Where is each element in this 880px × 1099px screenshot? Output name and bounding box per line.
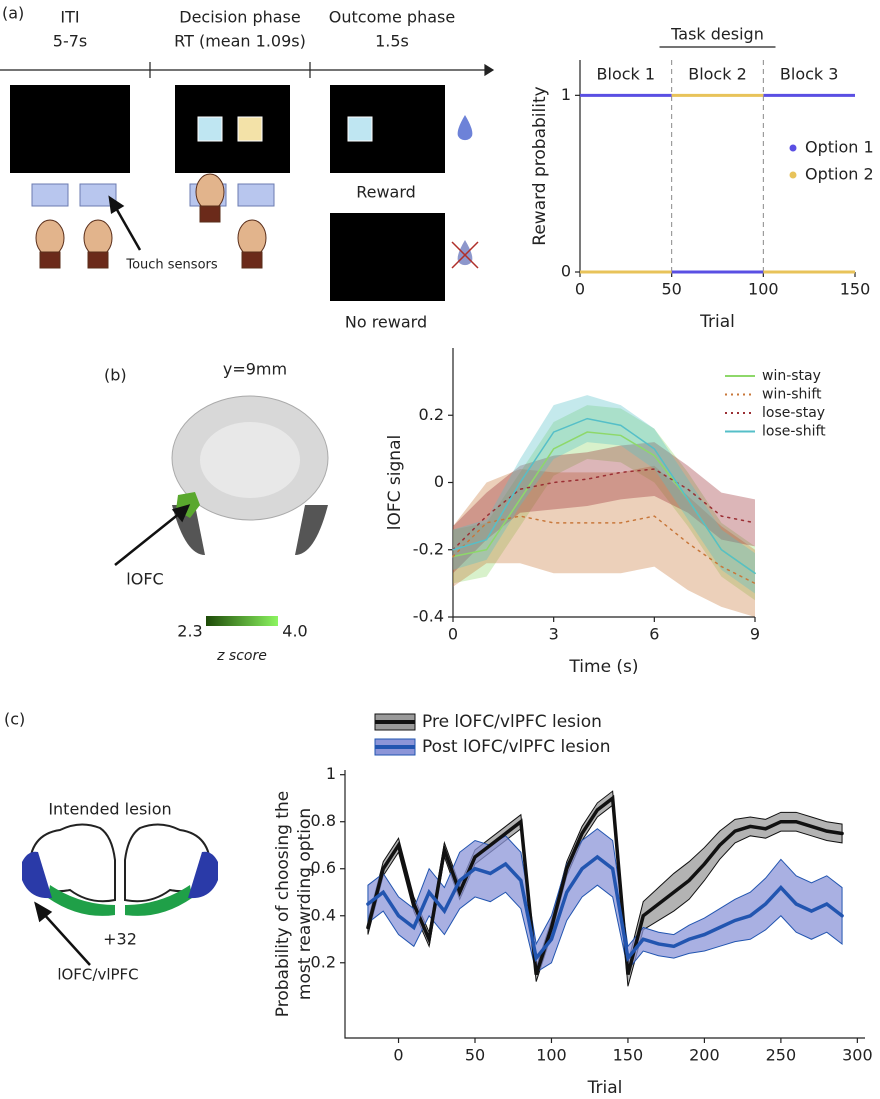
phase-sub: RT (mean 1.09s)	[174, 32, 306, 51]
block-label: Block 1	[597, 65, 656, 84]
stimulus	[198, 117, 222, 141]
panel-label: (a)	[2, 4, 24, 23]
y-axis-label: Probability of choosing the	[273, 791, 293, 1017]
colorbar-label: 2.3	[177, 622, 202, 641]
x-tick-label: 100	[748, 280, 779, 299]
phase-sub: 5-7s	[53, 32, 87, 51]
no-water-drop	[452, 240, 478, 268]
x-tick-label: 6	[649, 625, 659, 644]
y-tick-label: -0.2	[413, 539, 444, 558]
colorbar-title: z score	[216, 648, 267, 664]
panel-label: (c)	[4, 710, 25, 729]
y-tick-label: 0.2	[419, 405, 444, 424]
legend-label: Post lOFC/vlPFC lesion	[422, 737, 610, 757]
region-label: lOFC/vlPFC	[57, 966, 138, 984]
legend-label: Option 1	[805, 138, 874, 157]
legend-marker	[790, 145, 797, 152]
legend-label: lose-shift	[762, 424, 826, 440]
slice-label: y=9mm	[223, 360, 287, 379]
phase-title: Decision phase	[179, 8, 300, 27]
hands	[36, 174, 266, 268]
x-tick-label: 0	[448, 625, 458, 644]
y-tick-label: 0	[434, 472, 444, 491]
outcome-label: Reward	[356, 183, 416, 202]
figure: (a) ITI 5-7s Decision phase RT (mean 1.0…	[0, 0, 880, 1095]
annotation: Touch sensors	[125, 258, 218, 273]
legend-marker	[790, 172, 797, 179]
x-axis-label: Time (s)	[568, 657, 638, 677]
screen	[330, 85, 445, 173]
y-tick-label: 1	[561, 85, 571, 104]
x-axis-label: Trial	[587, 1078, 623, 1095]
series-line	[580, 95, 855, 272]
colorbar-label: 4.0	[282, 622, 307, 641]
brain-slice	[172, 396, 328, 555]
panel-label: (b)	[104, 366, 127, 385]
screen	[10, 85, 130, 173]
arrow	[115, 506, 188, 565]
legend-label: Option 2	[805, 165, 874, 184]
block-label: Block 2	[688, 65, 747, 84]
x-tick-label: 100	[536, 1046, 567, 1065]
x-tick-label: 150	[613, 1046, 644, 1065]
legend-label: win-shift	[762, 387, 822, 403]
phase-title: ITI	[60, 8, 79, 27]
coordinate: +32	[103, 930, 137, 949]
x-tick-label: 0	[393, 1046, 403, 1065]
x-tick-label: 50	[661, 280, 681, 299]
screen	[330, 213, 445, 301]
x-axis-label: Trial	[699, 312, 735, 332]
phase-title: Outcome phase	[329, 8, 455, 27]
y-tick-label: 0	[561, 262, 571, 281]
legend-label: win-stay	[762, 368, 821, 384]
lesion-diagram	[22, 824, 218, 915]
block-label: Block 3	[780, 65, 839, 84]
series-line	[580, 95, 855, 272]
legend-label: lose-stay	[762, 405, 825, 421]
y-axis-label: Reward probability	[530, 86, 550, 245]
x-tick-label: 3	[549, 625, 559, 644]
x-tick-label: 300	[842, 1046, 873, 1065]
outcome-label: No reward	[345, 313, 427, 332]
water-drop	[458, 115, 473, 140]
colorbar	[206, 616, 278, 626]
x-tick-label: 0	[575, 280, 585, 299]
y-axis-label: lOFC signal	[385, 435, 405, 530]
chart-title: Task design	[670, 25, 764, 44]
x-tick-label: 200	[689, 1046, 720, 1065]
stimulus	[348, 117, 372, 141]
y-tick-label: -0.4	[413, 607, 444, 626]
arrow	[110, 198, 140, 250]
x-tick-label: 150	[840, 280, 871, 299]
legend-label: Pre lOFC/vlPFC lesion	[422, 712, 602, 732]
y-axis-label: most reawrding option	[295, 808, 315, 1000]
screen	[175, 85, 290, 173]
phase-sub: 1.5s	[375, 32, 409, 51]
touch-sensors	[32, 184, 274, 206]
x-tick-label: 50	[465, 1046, 485, 1065]
x-tick-label: 9	[750, 625, 760, 644]
timeline	[0, 62, 493, 78]
x-tick-label: 250	[766, 1046, 797, 1065]
y-tick-label: 1	[326, 764, 336, 783]
region-label: lOFC	[126, 570, 163, 589]
stimulus	[238, 117, 262, 141]
diagram-title: Intended lesion	[48, 800, 171, 819]
